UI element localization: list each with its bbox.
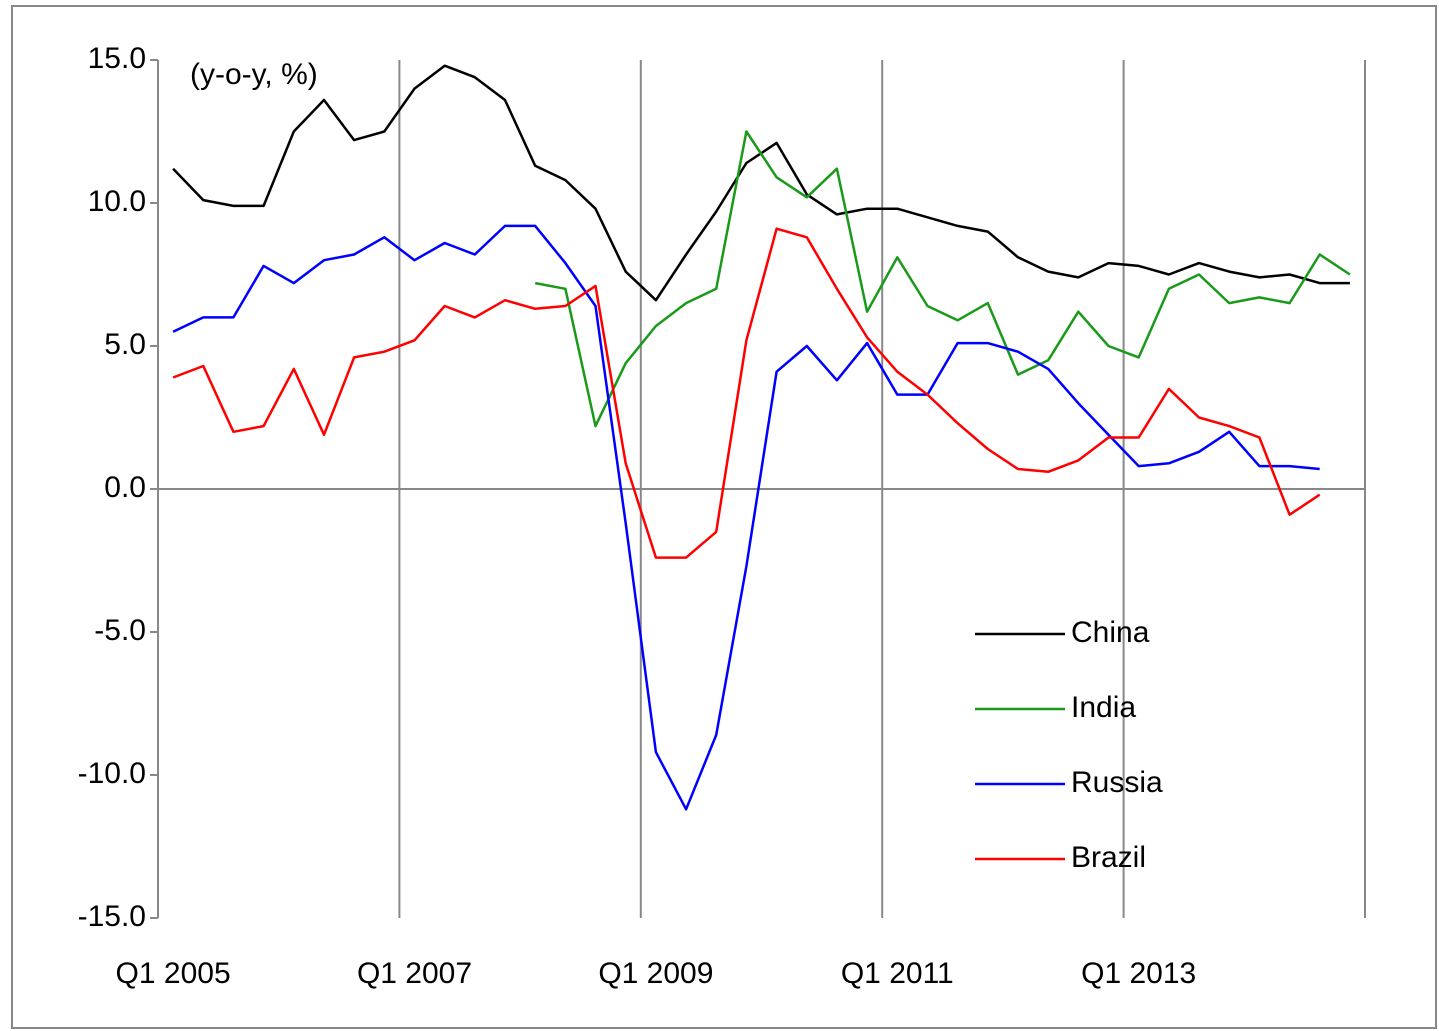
line-series (172, 224, 1320, 811)
line-series (172, 227, 1321, 559)
x-tick-label: Q1 2007 (357, 957, 472, 990)
y-tick-label: -15.0 (78, 900, 146, 933)
x-tick-label: Q1 2011 (841, 957, 954, 990)
legend-label: Brazil (1071, 841, 1146, 874)
x-tick-label: Q1 2009 (598, 957, 713, 990)
legend-label: Russia (1071, 766, 1163, 799)
y-tick-label: 5.0 (104, 328, 146, 361)
annotation: (y-o-y, %) (190, 58, 318, 91)
y-tick-label: 0.0 (104, 471, 146, 504)
y-tick-label: -10.0 (78, 757, 146, 790)
x-tick-label: Q1 2013 (1081, 957, 1196, 990)
y-tick-label: 10.0 (88, 185, 146, 218)
line-series (534, 130, 1351, 428)
line-series (172, 64, 1350, 302)
y-tick-label: 15.0 (88, 42, 146, 75)
chart-border (11, 5, 1437, 1029)
legend-label: China (1071, 616, 1150, 649)
x-tick-label: Q1 2005 (116, 957, 231, 990)
legend-label: India (1071, 691, 1136, 724)
y-tick-label: -5.0 (94, 614, 146, 647)
